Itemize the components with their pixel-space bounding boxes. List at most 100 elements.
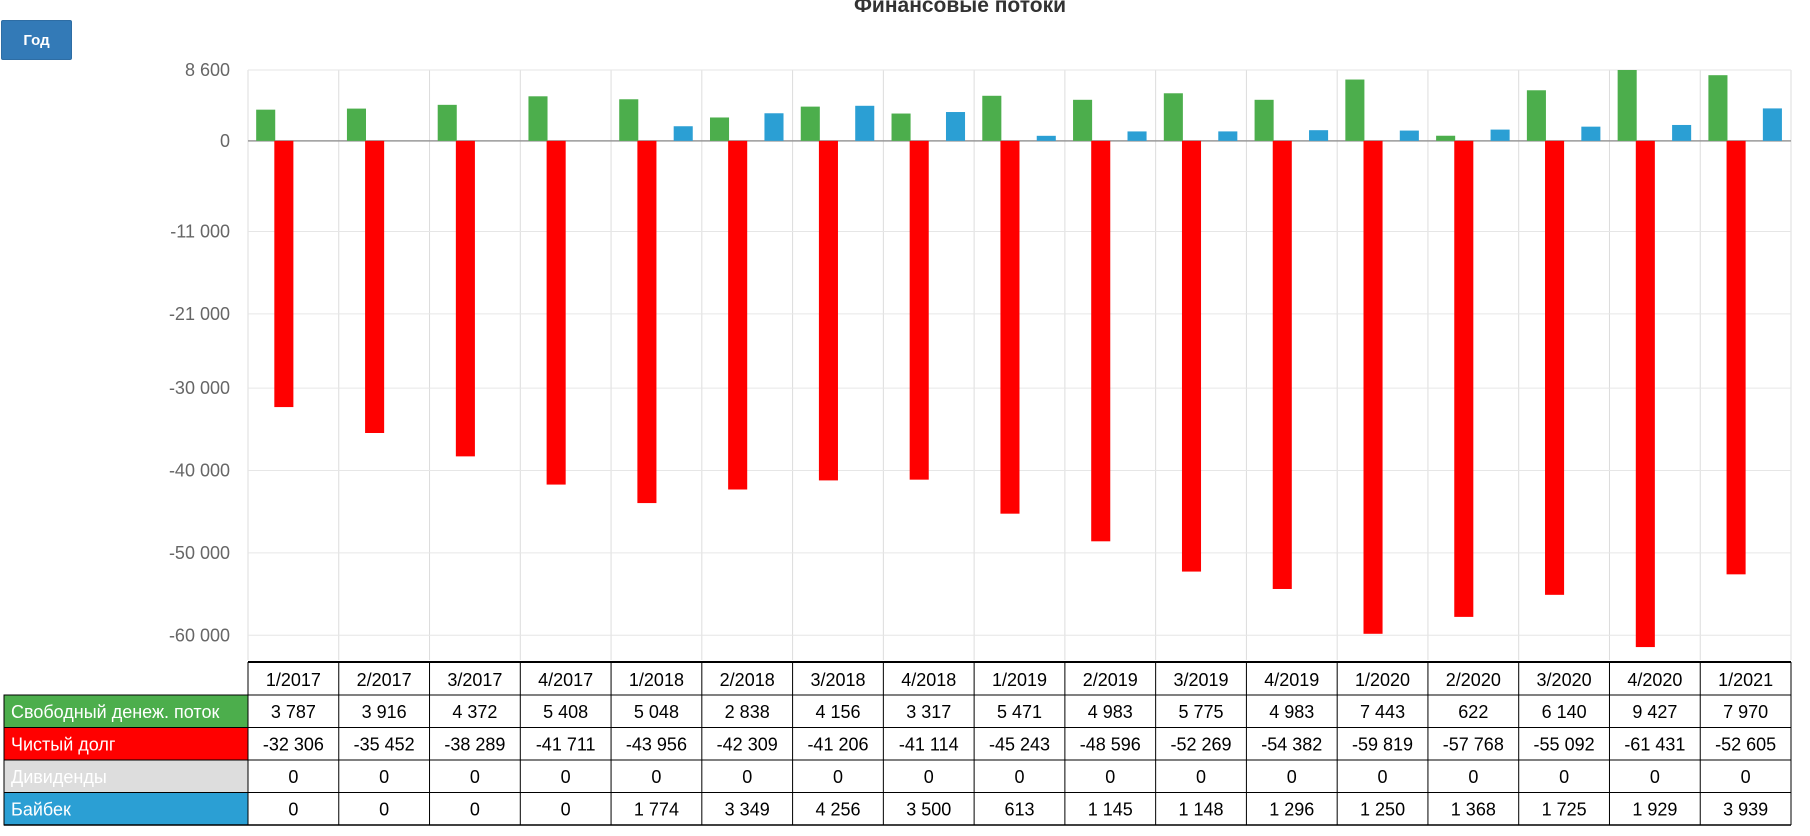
bar-buyback [1581, 126, 1601, 141]
x-tick-label: 3/2020 [1537, 670, 1592, 690]
data-label: 5 408 [543, 702, 588, 722]
bar-net-debt [637, 140, 657, 504]
y-tick-label: 0 [220, 131, 230, 151]
data-label: -42 309 [717, 735, 778, 755]
data-label: 0 [561, 767, 571, 787]
data-label: -41 114 [899, 735, 959, 755]
data-label: -59 819 [1352, 735, 1413, 755]
bar-fcf [1708, 75, 1728, 141]
data-label: 4 983 [1088, 702, 1133, 722]
x-tick-label: 1/2019 [992, 670, 1047, 690]
bar-fcf [1073, 99, 1093, 141]
bar-net-debt [1545, 140, 1565, 595]
x-tick-label: 2/2018 [720, 670, 775, 690]
bar-fcf [891, 113, 911, 141]
data-label: 2 838 [725, 702, 770, 722]
bar-fcf [528, 96, 548, 141]
data-label: 1 296 [1269, 800, 1314, 820]
data-label: 0 [470, 800, 480, 820]
y-tick-label: -40 000 [169, 460, 230, 480]
data-label: 3 349 [725, 800, 770, 820]
data-label: 0 [1196, 767, 1206, 787]
bar-fcf [619, 99, 639, 141]
bar-fcf [800, 106, 820, 141]
x-tick-label: 1/2021 [1718, 670, 1773, 690]
data-label: 1 725 [1542, 800, 1587, 820]
y-tick-label: -50 000 [169, 543, 230, 563]
bar-buyback [673, 126, 693, 141]
data-label: 0 [470, 767, 480, 787]
data-label: 4 372 [452, 702, 497, 722]
data-label: 1 368 [1451, 800, 1496, 820]
legend-buyback-swatch [3, 792, 249, 826]
x-tick-label: 2/2019 [1083, 670, 1138, 690]
data-label: 1 929 [1632, 800, 1677, 820]
data-label: 0 [1014, 767, 1024, 787]
data-label: -61 431 [1624, 735, 1685, 755]
x-tick-label: 4/2017 [538, 670, 593, 690]
data-label: 3 787 [271, 702, 316, 722]
data-label: 0 [1741, 767, 1751, 787]
y-tick-label: -21 000 [169, 304, 230, 324]
data-label: 5 048 [634, 702, 679, 722]
data-label: 1 250 [1360, 800, 1405, 820]
data-label: -41 206 [807, 735, 868, 755]
x-tick-label: 3/2017 [447, 670, 502, 690]
legend-dividends-swatch [3, 759, 249, 793]
bar-buyback [1127, 131, 1147, 141]
data-label: 0 [1105, 767, 1115, 787]
bar-net-debt [1272, 140, 1292, 589]
data-label: 4 256 [815, 800, 860, 820]
legend-buyback: Байбек [11, 800, 71, 820]
bar-net-debt [1635, 140, 1655, 648]
data-label: 3 500 [906, 800, 951, 820]
data-label: 6 140 [1542, 702, 1587, 722]
data-label: 613 [1004, 800, 1034, 820]
legend-fcf: Свободный денеж. поток [11, 702, 219, 722]
y-tick-label: -30 000 [169, 378, 230, 398]
bar-buyback [945, 112, 966, 141]
bar-net-debt [1181, 140, 1202, 572]
bar-net-debt [1000, 140, 1020, 514]
data-label: -57 768 [1443, 735, 1504, 755]
bar-fcf [1436, 135, 1456, 141]
data-label: 1 145 [1088, 800, 1133, 820]
data-label: -35 452 [354, 735, 415, 755]
bar-fcf [982, 95, 1002, 141]
bar-net-debt [274, 140, 294, 408]
bar-net-debt [728, 140, 748, 490]
data-label: 0 [379, 800, 389, 820]
data-label: -41 711 [536, 735, 596, 755]
bar-buyback [1309, 130, 1329, 141]
x-tick-label: 2/2020 [1446, 670, 1501, 690]
data-label: -52 605 [1715, 735, 1776, 755]
data-label: -32 306 [263, 735, 324, 755]
x-tick-label: 3/2019 [1173, 670, 1228, 690]
x-tick-label: 2/2017 [357, 670, 412, 690]
bar-net-debt [365, 140, 385, 433]
data-label: 0 [288, 767, 298, 787]
data-label: 7 970 [1723, 702, 1768, 722]
y-tick-label: 8 600 [185, 60, 230, 80]
bar-net-debt [1454, 140, 1474, 617]
bar-net-debt [1363, 140, 1383, 634]
bar-fcf [709, 117, 730, 141]
bar-buyback [1218, 131, 1238, 141]
bar-fcf [437, 104, 457, 141]
y-tick-label: -60 000 [169, 625, 230, 645]
data-label: 0 [651, 767, 661, 787]
bar-fcf [1163, 93, 1183, 141]
data-label: 0 [288, 800, 298, 820]
bar-buyback [764, 113, 784, 141]
bar-fcf [1345, 79, 1365, 141]
bar-buyback [855, 105, 875, 141]
data-label: 622 [1458, 702, 1488, 722]
x-tick-label: 4/2018 [901, 670, 956, 690]
bar-net-debt [1091, 140, 1111, 542]
data-label: 0 [1378, 767, 1388, 787]
bar-net-debt [818, 140, 838, 481]
year-period-button[interactable]: Год [1, 20, 72, 60]
data-label: 0 [1287, 767, 1297, 787]
data-label: 7 443 [1360, 702, 1405, 722]
